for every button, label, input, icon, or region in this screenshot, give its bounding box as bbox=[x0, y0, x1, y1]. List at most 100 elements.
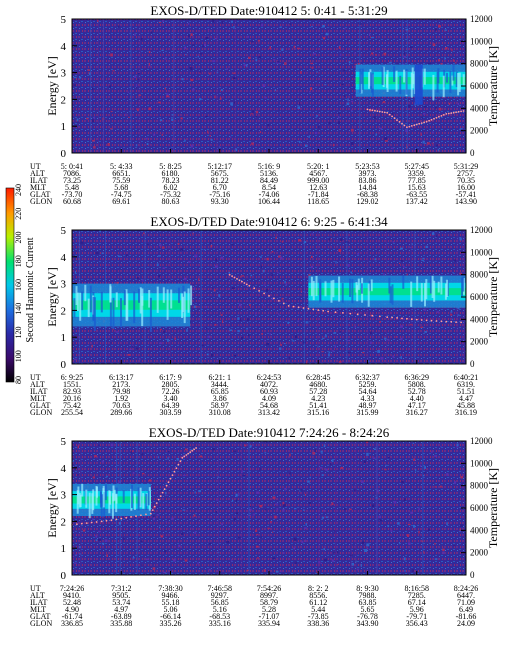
noise-pixel bbox=[263, 569, 266, 572]
noise-pixel bbox=[135, 144, 138, 147]
noise-pixel bbox=[72, 555, 75, 558]
noise-pixel bbox=[123, 537, 125, 540]
band-texture bbox=[187, 288, 190, 313]
noise-pixel bbox=[284, 62, 287, 65]
noise-pixel bbox=[128, 358, 131, 360]
noise-pixel bbox=[251, 41, 254, 43]
temperature-point bbox=[396, 119, 398, 121]
table-row-mlt: MLT 20.16 1.92 3.40 3.86 4.09 4.23 4.33 4.40 4.47 bbox=[30, 395, 473, 403]
noise-pixel bbox=[212, 447, 215, 451]
noise-pixel bbox=[282, 503, 286, 507]
streak bbox=[355, 441, 357, 575]
noise-pixel bbox=[325, 32, 329, 36]
table-cell: 7:46:58 bbox=[207, 584, 232, 593]
noise-pixel bbox=[435, 144, 438, 147]
noise-pixel bbox=[400, 247, 403, 250]
noise-pixel bbox=[403, 318, 405, 321]
temperature-point bbox=[231, 275, 234, 277]
band-texture bbox=[446, 279, 449, 297]
noise-pixel bbox=[439, 485, 442, 488]
table-cell: -71.84 bbox=[307, 190, 329, 199]
noise-pixel bbox=[453, 545, 456, 547]
band-texture bbox=[109, 298, 112, 327]
noise-pixel bbox=[334, 345, 337, 348]
table-cell: 9410. bbox=[63, 591, 81, 600]
noise-pixel bbox=[255, 529, 258, 532]
table-cell: 4567. bbox=[309, 169, 328, 178]
noise-pixel bbox=[361, 480, 364, 484]
noise-pixel bbox=[171, 517, 174, 521]
table-cell: 7086. bbox=[63, 169, 81, 178]
band-texture bbox=[444, 283, 447, 300]
temperature-point bbox=[100, 520, 103, 523]
band-texture bbox=[148, 290, 151, 308]
noise-pixel bbox=[422, 140, 425, 144]
table-cell: 8: 9:30 bbox=[356, 584, 379, 593]
noise-pixel bbox=[401, 480, 404, 483]
streak bbox=[218, 441, 219, 575]
band-texture bbox=[137, 487, 140, 511]
noise-pixel bbox=[192, 232, 194, 235]
noise-pixel bbox=[246, 327, 248, 330]
noise-pixel bbox=[384, 137, 388, 141]
band-texture bbox=[141, 296, 144, 327]
noise-pixel bbox=[328, 353, 330, 357]
temperature-point bbox=[378, 315, 381, 318]
noise-pixel bbox=[176, 458, 179, 461]
noise-pixel bbox=[387, 339, 390, 342]
noise-pixel bbox=[118, 480, 121, 484]
noise-pixel bbox=[371, 37, 374, 39]
table-row-ilat: ILAT 82.93 79.98 72.26 65.85 60.93 57.28 54.64 5… bbox=[30, 388, 475, 396]
noise-pixel bbox=[304, 338, 306, 340]
noise-pixel bbox=[366, 441, 369, 444]
noise-pixel bbox=[235, 23, 237, 26]
noise-pixel bbox=[340, 466, 344, 469]
table-cell: 129.02 bbox=[356, 197, 379, 206]
noise-pixel bbox=[189, 320, 192, 324]
temperature-point bbox=[420, 122, 423, 124]
noise-pixel bbox=[138, 94, 142, 96]
band-texture bbox=[148, 487, 151, 511]
noise-pixel bbox=[321, 474, 324, 476]
table-cell: 336.85 bbox=[61, 619, 83, 628]
noise-pixel bbox=[366, 548, 369, 550]
emission-band-left bbox=[72, 283, 193, 332]
table-cell: 5.28 bbox=[262, 605, 276, 614]
noise-pixel bbox=[200, 53, 203, 55]
noise-pixel bbox=[169, 267, 171, 270]
temperature-point bbox=[161, 491, 164, 494]
noise-pixel bbox=[366, 452, 369, 456]
noise-pixel bbox=[266, 342, 270, 346]
noise-pixel bbox=[432, 43, 436, 47]
noise-pixel bbox=[119, 541, 122, 544]
noise-pixel bbox=[244, 444, 247, 447]
noise-pixel bbox=[445, 47, 448, 50]
noise-pixel bbox=[246, 569, 250, 571]
noise-pixel bbox=[185, 54, 187, 55]
streak bbox=[422, 441, 424, 575]
noise-pixel bbox=[174, 337, 176, 340]
band-texture bbox=[78, 492, 81, 508]
temperature-point bbox=[297, 306, 300, 309]
noise-pixel bbox=[428, 62, 432, 66]
noise-pixel bbox=[278, 110, 280, 112]
noise-pixel bbox=[434, 543, 437, 545]
temperature-point bbox=[189, 451, 192, 454]
band-texture bbox=[79, 292, 82, 321]
noise-pixel bbox=[380, 357, 384, 360]
noise-pixel bbox=[87, 69, 90, 71]
noise-pixel bbox=[411, 339, 412, 341]
temperature-point bbox=[369, 109, 371, 111]
row-label: ILAT bbox=[30, 598, 48, 607]
noise-pixel bbox=[403, 265, 405, 268]
row-label: GLON bbox=[30, 408, 53, 417]
noise-pixel bbox=[260, 265, 262, 269]
band-peak bbox=[72, 496, 151, 504]
noise-pixel bbox=[384, 337, 387, 340]
noise-pixel bbox=[373, 448, 377, 450]
noise-pixel bbox=[189, 66, 193, 70]
noise-pixel bbox=[440, 445, 442, 448]
noise-pixel bbox=[260, 131, 262, 134]
band-texture bbox=[120, 298, 122, 328]
noise-pixel bbox=[301, 540, 304, 544]
